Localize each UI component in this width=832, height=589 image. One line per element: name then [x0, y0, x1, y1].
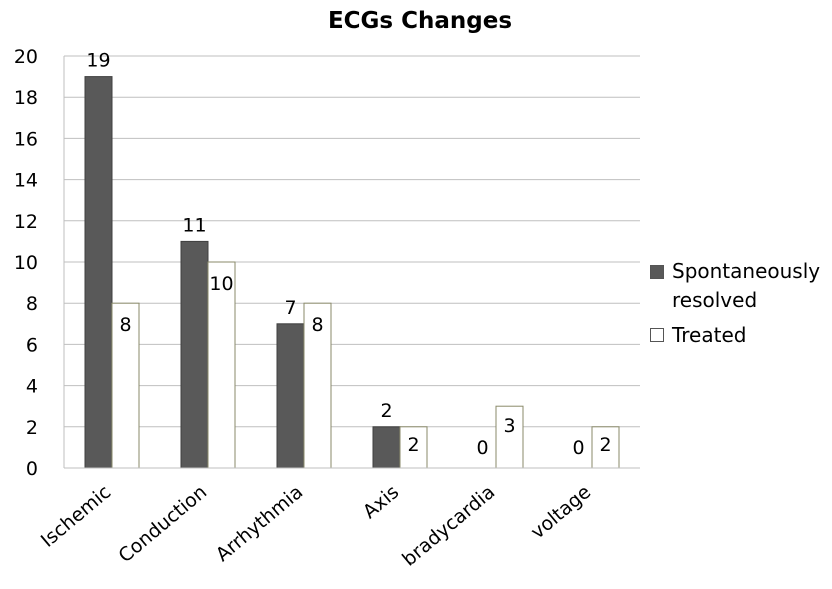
data-label: 0: [572, 437, 584, 459]
x-tick-label: Arrhythmia: [212, 481, 307, 566]
legend-swatch-spontaneously-resolved: [650, 265, 664, 279]
data-label: 3: [503, 415, 515, 437]
x-tick-label: Conduction: [114, 481, 211, 567]
y-tick-label: 6: [26, 334, 38, 356]
data-label: 8: [119, 314, 131, 336]
y-tick-label: 0: [26, 458, 38, 480]
x-tick-label: Ischemic: [37, 481, 115, 552]
y-tick-label: 14: [14, 170, 38, 192]
bar-treated: [207, 261, 236, 469]
bar-treated: [399, 426, 428, 469]
x-tick-label: voltage: [527, 481, 596, 543]
bar-treated: [591, 426, 620, 469]
legend-label-spontaneously-resolved: Spontaneously resolved: [672, 259, 821, 312]
y-tick-label: 8: [26, 293, 38, 315]
legend-label-treated: Treated: [672, 323, 747, 347]
data-label: 2: [380, 400, 392, 422]
y-tick-label: 2: [26, 417, 38, 439]
bar-treated: [111, 302, 140, 469]
y-tick-label: 20: [14, 46, 38, 68]
data-label: 2: [599, 434, 611, 456]
chart-title: ECGs Changes: [327, 8, 513, 34]
y-tick-label: 10: [14, 252, 38, 274]
bar-spontaneously-resolved: [180, 240, 209, 469]
y-tick-label: 12: [14, 211, 38, 233]
data-label: 10: [209, 273, 233, 295]
data-label: 11: [182, 214, 206, 236]
legend-item-spontaneously-resolved: Spontaneously resolved: [650, 252, 832, 315]
x-tick-label: bradycardia: [398, 481, 499, 571]
data-label: 8: [311, 314, 323, 336]
data-label: 7: [284, 297, 296, 319]
data-label: 19: [86, 50, 110, 72]
y-tick-label: 18: [14, 87, 38, 109]
bar-spontaneously-resolved: [372, 426, 401, 469]
data-label: 0: [476, 437, 488, 459]
bar-spontaneously-resolved: [84, 76, 113, 469]
legend: Spontaneously resolved Treated: [650, 252, 832, 355]
data-label: 2: [407, 434, 419, 456]
y-tick-label: 16: [14, 128, 38, 150]
legend-item-treated: Treated: [650, 315, 832, 355]
bar-spontaneously-resolved: [276, 323, 305, 469]
legend-swatch-treated: [650, 328, 664, 342]
x-tick-label: Axis: [359, 481, 403, 523]
y-tick-label: 4: [26, 376, 38, 398]
bar-treated: [303, 302, 332, 469]
